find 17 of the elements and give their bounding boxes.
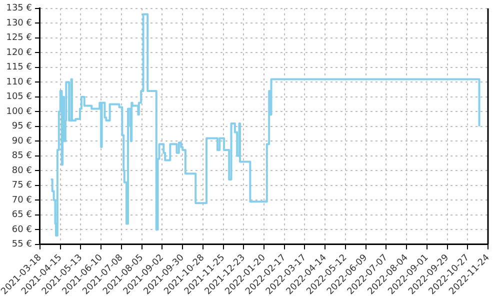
y-tick-label: 100 € <box>6 106 32 117</box>
y-tick-label: 135 € <box>6 4 32 14</box>
y-tick-label: 90 € <box>12 136 32 146</box>
y-tick-label: 105 € <box>6 92 32 102</box>
y-tick-label: 60 € <box>12 224 32 235</box>
y-tick-label: 125 € <box>6 33 32 44</box>
y-tick-label: 75 € <box>12 180 32 191</box>
y-tick-label: 70 € <box>12 195 32 206</box>
y-tick-label: 115 € <box>6 62 32 73</box>
y-tick-label: 130 € <box>6 18 32 28</box>
y-tick-label: 65 € <box>12 210 32 220</box>
y-tick-label: 95 € <box>12 122 32 132</box>
y-tick-label: 55 € <box>12 240 32 250</box>
y-tick-label: 85 € <box>12 151 32 162</box>
y-tick-label: 110 € <box>6 77 32 88</box>
y-tick-label: 120 € <box>6 48 32 58</box>
y-tick-label: 80 € <box>12 166 32 176</box>
